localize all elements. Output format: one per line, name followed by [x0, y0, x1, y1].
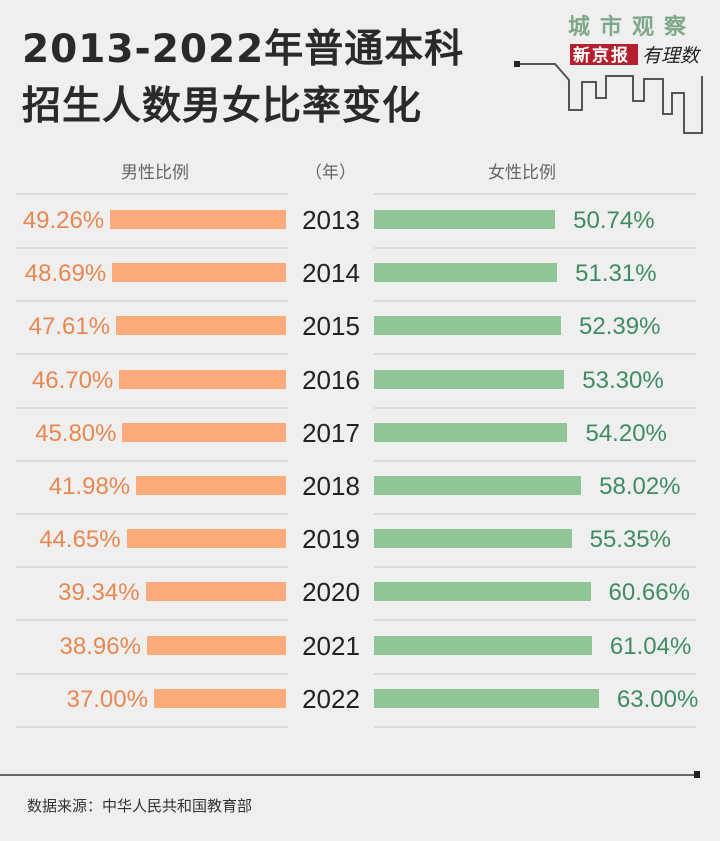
separator [16, 193, 288, 195]
female-bar [374, 476, 582, 495]
year-label: 2014 [302, 258, 360, 289]
female-value-label: 53.30% [582, 366, 664, 394]
separator [374, 619, 696, 622]
logo-column: 有理数 [642, 45, 702, 67]
male-value-label: 37.00% [66, 685, 148, 713]
male-bar [136, 476, 286, 495]
male-bar [112, 263, 286, 283]
year-label: 2015 [302, 311, 360, 342]
female-header: 女性比例 [488, 163, 556, 183]
year-header: （年） [305, 163, 356, 183]
separator [16, 513, 288, 515]
male-value-label: 38.96% [59, 632, 141, 660]
female-bar [374, 369, 565, 389]
separator [16, 672, 288, 675]
male-bar [146, 635, 286, 655]
female-value-label: 63.00% [616, 685, 699, 713]
year-label: 2022 [302, 683, 360, 714]
year-label: 2016 [302, 364, 360, 395]
female-value-label: 50.74% [573, 207, 655, 234]
female-value-label: 58.02% [599, 473, 681, 500]
female-value-label: 60.66% [608, 579, 690, 607]
male-value-label: 44.65% [39, 526, 121, 554]
female-bar [374, 210, 556, 229]
separator [16, 619, 288, 622]
separator [374, 247, 696, 249]
male-value-label: 41.98% [48, 473, 131, 500]
separator [16, 247, 288, 249]
male-bar [116, 316, 286, 336]
separator [16, 353, 288, 356]
male-header: 男性比例 [121, 163, 189, 183]
logo-line1: 城市观察 [568, 14, 696, 40]
male-value-label: 45.80% [35, 419, 117, 447]
female-bar [374, 263, 558, 283]
bottom-divider [0, 774, 697, 776]
male-bar [110, 210, 286, 229]
male-bar [145, 582, 286, 602]
logo-brand: 新京报 [573, 45, 630, 66]
separator [374, 353, 696, 356]
separator [374, 459, 696, 462]
male-bar [122, 422, 286, 442]
separator [16, 459, 288, 462]
male-value-label: 47.61% [28, 313, 111, 341]
title-line-2: 招生人数男女比率变化 [22, 84, 423, 129]
data-source: 数据来源：中华人民共和国教育部 [27, 797, 253, 815]
separator [16, 566, 288, 569]
female-bar [374, 688, 599, 708]
separator [374, 566, 696, 569]
year-label: 2018 [302, 471, 360, 501]
year-label: 2013 [302, 205, 360, 235]
male-bar [126, 529, 286, 549]
male-value-label: 39.34% [58, 579, 140, 607]
year-label: 2020 [302, 577, 360, 608]
female-bar [374, 422, 568, 442]
year-label: 2021 [302, 630, 360, 661]
separator [374, 513, 696, 515]
logo: 城市观察 新京报 有理数 [514, 14, 703, 134]
separator [16, 300, 288, 303]
male-value-label: 48.69% [24, 260, 107, 288]
year-label: 2017 [302, 417, 360, 448]
separator [374, 300, 696, 303]
female-bar [374, 316, 562, 336]
separator [374, 672, 696, 675]
female-value-label: 54.20% [585, 419, 667, 447]
female-bar [374, 635, 592, 655]
male-bar [119, 369, 286, 389]
female-bar [374, 582, 591, 602]
female-bar [374, 529, 572, 549]
separator [374, 193, 696, 195]
male-value-label: 46.70% [31, 366, 114, 394]
female-value-label: 51.31% [575, 260, 657, 288]
female-value-label: 55.35% [589, 526, 671, 554]
separator [16, 406, 288, 409]
male-bar [153, 688, 286, 708]
separator [16, 725, 288, 728]
male-value-label: 49.26% [22, 207, 105, 234]
female-value-label: 52.39% [579, 313, 661, 341]
title-line-1: 2013-2022年普通本科 [22, 27, 465, 72]
separator [374, 725, 696, 728]
bottom-divider-dot [694, 771, 700, 778]
female-value-label: 61.04% [609, 632, 692, 660]
year-label: 2019 [302, 524, 360, 555]
separator [374, 406, 696, 409]
